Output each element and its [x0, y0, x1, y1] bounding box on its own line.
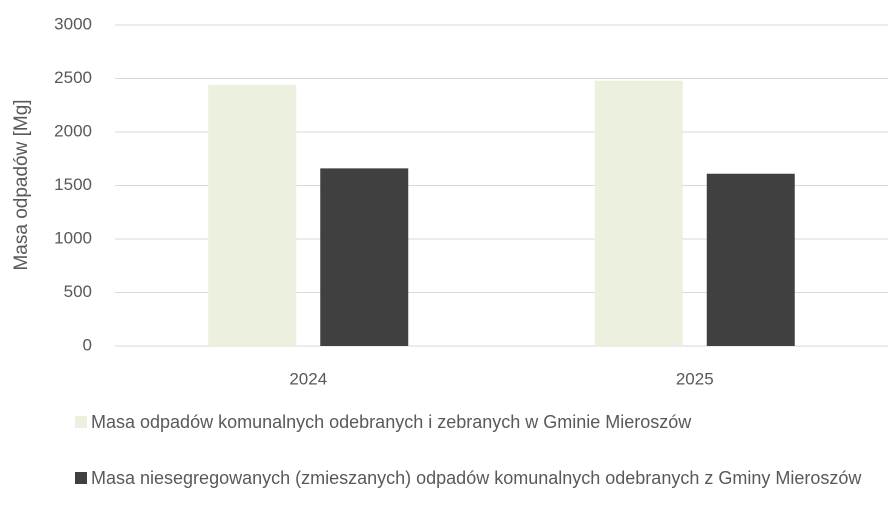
- legend-label: Masa niesegregowanych (zmieszanych) odpa…: [91, 468, 862, 488]
- x-tick-label: 2024: [289, 369, 327, 388]
- y-tick-label: 3000: [54, 14, 92, 33]
- y-tick-label: 1000: [54, 228, 92, 247]
- y-tick-label: 500: [64, 282, 92, 301]
- legend-item: Masa niesegregowanych (zmieszanych) odpa…: [75, 466, 865, 490]
- legend-swatch: [75, 472, 87, 484]
- x-tick-label: 2025: [676, 369, 714, 388]
- y-tick-label: 2000: [54, 121, 92, 140]
- y-tick-label: 0: [83, 335, 92, 354]
- y-axis-label: Masa odpadów [Mg]: [11, 99, 32, 270]
- y-tick-label: 1500: [54, 175, 92, 194]
- legend-label: Masa odpadów komunalnych odebranych i ze…: [91, 412, 692, 432]
- y-tick-label: 2500: [54, 68, 92, 87]
- legend-item: Masa odpadów komunalnych odebranych i ze…: [75, 410, 865, 434]
- chart: Masa odpadów [Mg] 0 500 1000 1500 2000 2500 30…: [11, 14, 888, 388]
- bar: [320, 168, 409, 346]
- bar: [208, 84, 297, 347]
- bar: [594, 80, 683, 346]
- legend-swatch: [75, 416, 87, 428]
- bar: [706, 173, 795, 346]
